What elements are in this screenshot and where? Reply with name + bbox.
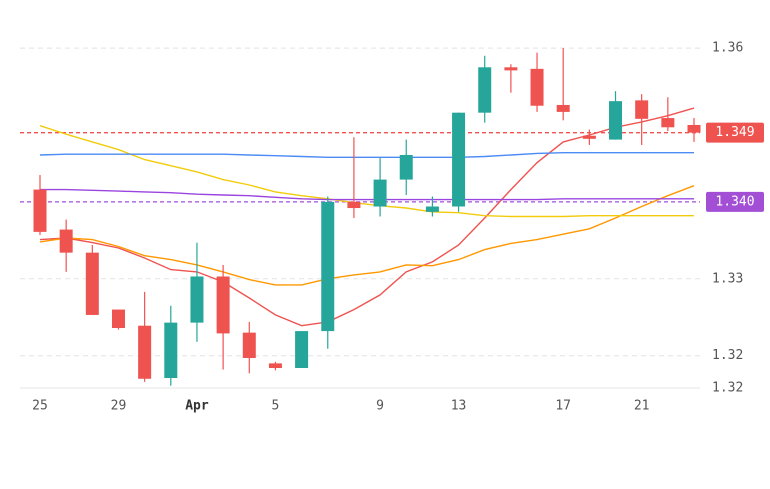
candle-body bbox=[661, 118, 675, 128]
price-badge-label: 1.340 bbox=[715, 194, 754, 209]
candle-body bbox=[190, 276, 204, 323]
y-tick-label: 1.36 bbox=[712, 41, 743, 56]
ma-line bbox=[40, 188, 694, 201]
x-tick-label: 5 bbox=[272, 399, 280, 414]
candle-body bbox=[85, 252, 99, 315]
candle-body bbox=[321, 201, 335, 332]
x-tick-label: 21 bbox=[634, 399, 650, 414]
price-badge-label: 1.349 bbox=[715, 125, 754, 140]
candle-body bbox=[582, 135, 596, 139]
candle-body bbox=[504, 67, 518, 71]
candle-body bbox=[242, 332, 256, 359]
candle-body bbox=[164, 322, 178, 379]
candle-body bbox=[452, 112, 466, 207]
y-tick-label: 1.33 bbox=[712, 271, 743, 286]
y-tick-label: 1.32 bbox=[712, 348, 743, 363]
candle-body bbox=[530, 68, 544, 106]
candle-body bbox=[478, 67, 492, 113]
x-tick-label: Apr bbox=[185, 399, 209, 414]
x-tick-label: 9 bbox=[376, 399, 384, 414]
candle-body bbox=[635, 100, 649, 119]
y-tick-label: 1.32 bbox=[712, 381, 743, 396]
ma-line bbox=[39, 125, 694, 218]
ma-line bbox=[39, 185, 695, 286]
candle-body bbox=[347, 201, 361, 209]
candle-body bbox=[609, 101, 623, 140]
candle-body bbox=[399, 154, 413, 180]
x-tick-label: 13 bbox=[451, 399, 467, 414]
x-tick-label: 25 bbox=[32, 399, 48, 414]
candle-body bbox=[556, 104, 570, 112]
candle-body bbox=[268, 363, 282, 369]
price-badge bbox=[706, 122, 764, 143]
price-badge bbox=[706, 191, 764, 212]
candle-body bbox=[33, 189, 47, 232]
ma-line bbox=[39, 107, 695, 327]
candle-body bbox=[59, 229, 73, 253]
ma-line bbox=[39, 152, 694, 158]
candle-body bbox=[216, 276, 230, 334]
x-tick-label: 29 bbox=[111, 399, 127, 414]
x-tick-label: 17 bbox=[555, 399, 571, 414]
candle-body bbox=[687, 124, 701, 133]
candle-body bbox=[295, 331, 309, 369]
candle-body bbox=[373, 179, 387, 207]
candle-body bbox=[111, 309, 125, 329]
candle-body bbox=[138, 325, 152, 379]
candle-body bbox=[425, 206, 439, 212]
